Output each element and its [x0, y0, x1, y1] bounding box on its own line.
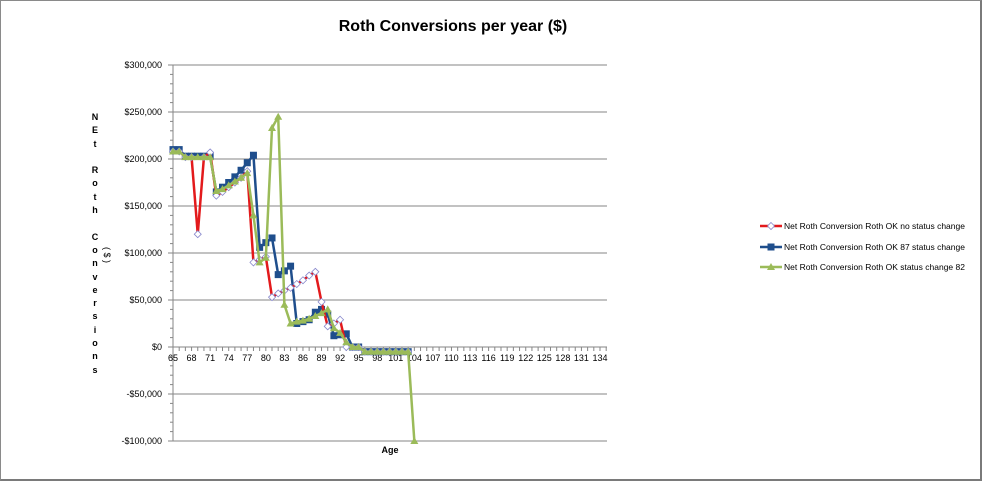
x-tick-label: 86: [298, 353, 308, 363]
x-tick-label: 74: [224, 353, 234, 363]
x-tick-label: 104: [407, 353, 422, 363]
x-tick-label: 107: [425, 353, 440, 363]
x-tick-label: 98: [372, 353, 382, 363]
legend-item: Net Roth Conversion Roth OK no status ch…: [760, 216, 965, 237]
x-tick-label: 95: [354, 353, 364, 363]
x-tick-label: 131: [574, 353, 589, 363]
x-tick-label: 128: [555, 353, 570, 363]
legend-label: Net Roth Conversion Roth OK no status ch…: [784, 221, 965, 232]
y-tick-label: $50,000: [129, 295, 162, 305]
y-tick-label: -$50,000: [126, 389, 162, 399]
y-tick-label: $0: [152, 342, 162, 352]
x-tick-label: 92: [335, 353, 345, 363]
y-tick-label: -$100,000: [121, 436, 162, 446]
y-axis-unit: ( $ ): [102, 247, 112, 264]
x-tick-label: 71: [205, 353, 215, 363]
diamond-open-marker-icon: [760, 222, 782, 231]
y-tick-label: $100,000: [124, 248, 162, 258]
x-tick-label: 122: [518, 353, 533, 363]
y-tick-label: $300,000: [124, 60, 162, 70]
x-tick-label: 119: [500, 353, 514, 363]
x-tick-label: 89: [317, 353, 327, 363]
x-axis-title: Age: [381, 445, 398, 455]
chart-title: Roth Conversions per year ($): [338, 18, 568, 35]
triangle-marker-icon: [760, 263, 782, 271]
y-tick-label: $200,000: [124, 154, 162, 164]
x-tick-label: 134: [592, 353, 607, 363]
legend-label: Net Roth Conversion Roth OK status chang…: [784, 262, 965, 273]
x-tick-label: 65: [168, 353, 178, 363]
x-tick-label: 101: [388, 353, 403, 363]
x-tick-label: 110: [444, 353, 458, 363]
legend-item: Net Roth Conversion Roth OK status chang…: [760, 257, 965, 278]
legend: Net Roth Conversion Roth OK no status ch…: [760, 216, 965, 278]
x-tick-label: 116: [481, 353, 495, 363]
square-marker-icon: [760, 243, 782, 251]
legend-label: Net Roth Conversion Roth OK 87 status ch…: [784, 241, 965, 252]
x-tick-label: 80: [261, 353, 271, 363]
series-line: [169, 112, 419, 444]
x-tick-label: 113: [463, 353, 477, 363]
x-tick-label: 83: [279, 353, 289, 363]
y-tick-label: $150,000: [124, 201, 162, 211]
y-tick-label: $250,000: [124, 107, 162, 117]
x-tick-label: 77: [242, 353, 252, 363]
x-tick-label: 68: [187, 353, 197, 363]
x-tick-label: 125: [537, 353, 552, 363]
legend-item: Net Roth Conversion Roth OK 87 status ch…: [760, 237, 965, 258]
